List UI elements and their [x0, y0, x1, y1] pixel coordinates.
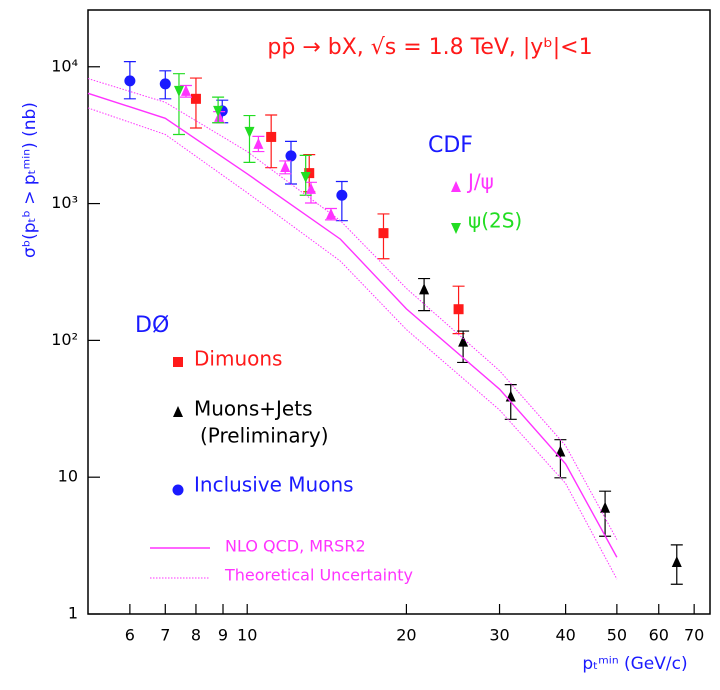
data-point	[453, 304, 464, 315]
x-axis-label: pₜᵐⁱⁿ (GeV/c)	[582, 654, 687, 674]
x-tick-label: 70	[684, 626, 704, 645]
data-point	[305, 182, 316, 194]
data-point	[173, 85, 184, 97]
data-point	[600, 501, 611, 513]
error-bar	[172, 73, 185, 136]
uncertainty-curve	[87, 107, 618, 580]
data-point	[300, 172, 311, 184]
data-point	[336, 189, 348, 201]
data-point	[458, 335, 469, 347]
data-point	[253, 137, 264, 149]
data-point	[124, 75, 136, 87]
error-bar	[243, 114, 256, 163]
group-label: DØ	[135, 313, 169, 338]
data-point	[280, 161, 291, 173]
uncertainty-curve	[87, 78, 618, 540]
error-bar	[335, 180, 348, 222]
x-tick-label: 7	[160, 626, 170, 645]
chart-title: pp̄ → bX, √s = 1.8 TeV, |yᵇ|<1	[267, 35, 592, 60]
legend-label: Muons+Jets	[194, 397, 313, 421]
legend-label: Inclusive Muons	[194, 473, 354, 497]
x-tick-label: 6	[125, 626, 135, 645]
legend-label: Dimuons	[194, 347, 282, 371]
data-point	[505, 390, 516, 402]
error-bar	[284, 140, 297, 185]
x-tick-label: 30	[489, 626, 509, 645]
data-point	[555, 445, 566, 457]
data-point	[213, 105, 224, 117]
x-tick-label: 9	[218, 626, 228, 645]
x-tick-label: 50	[607, 626, 627, 645]
y-tick-label: 10	[58, 467, 78, 486]
data-point	[325, 208, 336, 220]
data-point	[671, 555, 682, 567]
legend-marker	[451, 181, 461, 192]
y-tick-label: 10³	[51, 193, 78, 212]
legend-marker	[173, 406, 183, 417]
x-tick-label: 10	[237, 626, 257, 645]
curve	[87, 92, 618, 558]
data-point	[214, 110, 225, 122]
y-tick-label: 10²	[51, 330, 78, 349]
y-tick-label: 1	[68, 604, 78, 623]
legend-label: ψ(2S)	[468, 209, 522, 233]
x-tick-label: 60	[649, 626, 669, 645]
x-tick-label: 20	[396, 626, 416, 645]
plot-frame	[87, 9, 711, 615]
y-tick-label: 10⁴	[51, 56, 78, 75]
group-label: CDF	[428, 133, 473, 158]
note: (Preliminary)	[200, 424, 329, 448]
legend-marker	[451, 223, 461, 234]
legend-marker	[172, 484, 184, 496]
x-tick-label: 8	[191, 626, 201, 645]
data-point	[419, 283, 430, 295]
legend-label: NLO QCD, MRSR2	[225, 537, 366, 556]
legend-label: Theoretical Uncertainty	[224, 566, 413, 585]
legend-label: J/ψ	[466, 170, 494, 194]
data-point	[266, 131, 277, 142]
legend-marker	[173, 357, 183, 367]
data-point	[159, 78, 171, 90]
data-point	[285, 150, 297, 162]
data-point	[378, 228, 389, 239]
data-point	[190, 93, 201, 104]
data-point	[180, 84, 191, 96]
x-tick-label: 40	[555, 626, 575, 645]
data-point	[244, 126, 255, 138]
y-axis-label: σᵇ(pₜᵇ > pₜᵐⁱⁿ) (nb)	[20, 102, 40, 258]
